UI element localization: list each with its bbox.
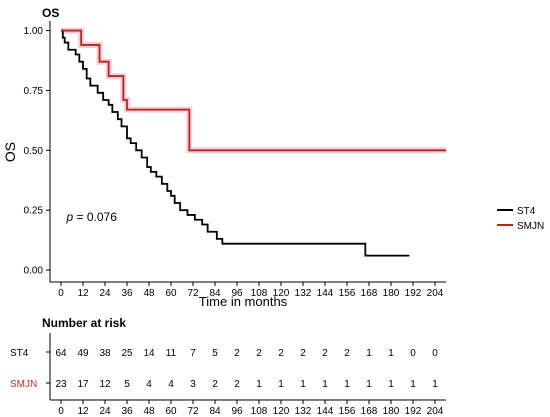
risk-cell: 11 bbox=[166, 348, 177, 359]
x-tick-label: 84 bbox=[209, 288, 221, 299]
risk-x-tick-label: 144 bbox=[317, 406, 334, 417]
risk-cell: 1 bbox=[322, 379, 328, 390]
risk-x-tick-label: 204 bbox=[427, 406, 444, 417]
risk-cell: 1 bbox=[388, 348, 394, 359]
x-tick-label: 132 bbox=[295, 288, 312, 299]
risk-cell: 2 bbox=[256, 348, 262, 359]
y-tick-label: 0.50 bbox=[24, 146, 44, 157]
risk-cell: 1 bbox=[344, 379, 350, 390]
risk-cell: 5 bbox=[124, 379, 130, 390]
risk-x-tick-label: 48 bbox=[143, 406, 155, 417]
x-tick-label: 24 bbox=[99, 288, 111, 299]
risk-cell: 1 bbox=[366, 379, 372, 390]
risk-cell: 5 bbox=[212, 348, 218, 359]
risk-cell: 25 bbox=[121, 348, 133, 359]
risk-cell: 1 bbox=[366, 348, 372, 359]
risk-cell: 0 bbox=[410, 348, 416, 359]
risk-cell: 1 bbox=[256, 379, 262, 390]
legend-label-smjn: SMJN bbox=[517, 221, 544, 232]
risk-cell: 0 bbox=[432, 348, 438, 359]
risk-x-tick-label: 132 bbox=[295, 406, 312, 417]
risk-x-tick-label: 96 bbox=[231, 406, 243, 417]
x-tick-label: 72 bbox=[187, 288, 199, 299]
risk-cell: 1 bbox=[388, 379, 394, 390]
x-tick-label: 192 bbox=[405, 288, 422, 299]
risk-cell: 2 bbox=[344, 348, 350, 359]
risk-row-label: ST4 bbox=[10, 348, 29, 359]
chart-title: OS bbox=[42, 6, 59, 20]
risk-cell: 4 bbox=[168, 379, 174, 390]
risk-x-tick-label: 84 bbox=[209, 406, 221, 417]
y-axis-label: OS bbox=[2, 142, 18, 162]
smjn-survival-curve bbox=[61, 29, 446, 152]
risk-x-tick-label: 36 bbox=[121, 406, 133, 417]
risk-cell: 1 bbox=[278, 379, 284, 390]
risk-cell: 49 bbox=[77, 348, 89, 359]
x-tick-label: 108 bbox=[251, 288, 268, 299]
risk-x-tick-label: 72 bbox=[187, 406, 199, 417]
risk-cell: 1 bbox=[410, 379, 416, 390]
risk-cell: 2 bbox=[278, 348, 284, 359]
x-tick-label: 156 bbox=[339, 288, 356, 299]
risk-x-tick-label: 120 bbox=[273, 406, 290, 417]
risk-cell: 23 bbox=[55, 379, 67, 390]
risk-cell: 2 bbox=[234, 379, 240, 390]
risk-x-tick-label: 60 bbox=[165, 406, 177, 417]
legend-label-st4: ST4 bbox=[517, 206, 536, 217]
risk-table-title: Number at risk bbox=[42, 316, 126, 330]
risk-cell: 2 bbox=[322, 348, 328, 359]
risk-cell: 17 bbox=[77, 379, 89, 390]
risk-cell: 2 bbox=[234, 348, 240, 359]
risk-cell: 2 bbox=[300, 348, 306, 359]
x-tick-label: 168 bbox=[361, 288, 378, 299]
risk-x-tick-label: 0 bbox=[58, 406, 64, 417]
risk-cell: 3 bbox=[190, 379, 196, 390]
y-tick-label: 0.25 bbox=[24, 206, 44, 217]
smjn-confidence-band bbox=[61, 27, 446, 154]
y-tick-label: 1.00 bbox=[24, 26, 44, 37]
x-tick-label: 120 bbox=[273, 288, 290, 299]
st4-survival-curve bbox=[61, 29, 410, 257]
legend: ST4 SMJN bbox=[497, 206, 544, 232]
risk-x-tick-label: 24 bbox=[99, 406, 111, 417]
risk-cell: 4 bbox=[146, 379, 152, 390]
y-tick-label: 0.75 bbox=[24, 86, 44, 97]
x-axis-label: Time in months bbox=[199, 294, 288, 309]
risk-x-tick-label: 12 bbox=[77, 406, 89, 417]
x-tick-label: 48 bbox=[143, 288, 155, 299]
x-tick-label: 60 bbox=[165, 288, 177, 299]
risk-cell: 1 bbox=[432, 379, 438, 390]
x-tick-label: 144 bbox=[317, 288, 334, 299]
p-value-annotation: p = 0.076 bbox=[66, 210, 118, 224]
x-tick-label: 180 bbox=[383, 288, 400, 299]
p-value-symbol: p bbox=[66, 210, 74, 224]
risk-x-tick-label: 168 bbox=[361, 406, 378, 417]
risk-row-label: SMJN bbox=[10, 379, 37, 390]
risk-cell: 1 bbox=[300, 379, 306, 390]
risk-x-tick-label: 192 bbox=[405, 406, 422, 417]
y-tick-label: 0.00 bbox=[24, 266, 44, 277]
risk-cell: 2 bbox=[212, 379, 218, 390]
x-tick-label: 12 bbox=[77, 288, 89, 299]
risk-cell: 7 bbox=[190, 348, 196, 359]
risk-cell: 14 bbox=[143, 348, 155, 359]
x-tick-label: 204 bbox=[427, 288, 444, 299]
risk-x-tick-label: 180 bbox=[383, 406, 400, 417]
x-tick-label: 36 bbox=[121, 288, 133, 299]
risk-x-tick-label: 156 bbox=[339, 406, 356, 417]
risk-cell: 38 bbox=[99, 348, 111, 359]
risk-cell: 12 bbox=[99, 379, 111, 390]
risk-x-tick-label: 108 bbox=[251, 406, 268, 417]
x-tick-label: 0 bbox=[58, 288, 64, 299]
p-value-text: = 0.076 bbox=[73, 210, 117, 224]
x-tick-label: 96 bbox=[231, 288, 243, 299]
risk-cell: 64 bbox=[55, 348, 67, 359]
